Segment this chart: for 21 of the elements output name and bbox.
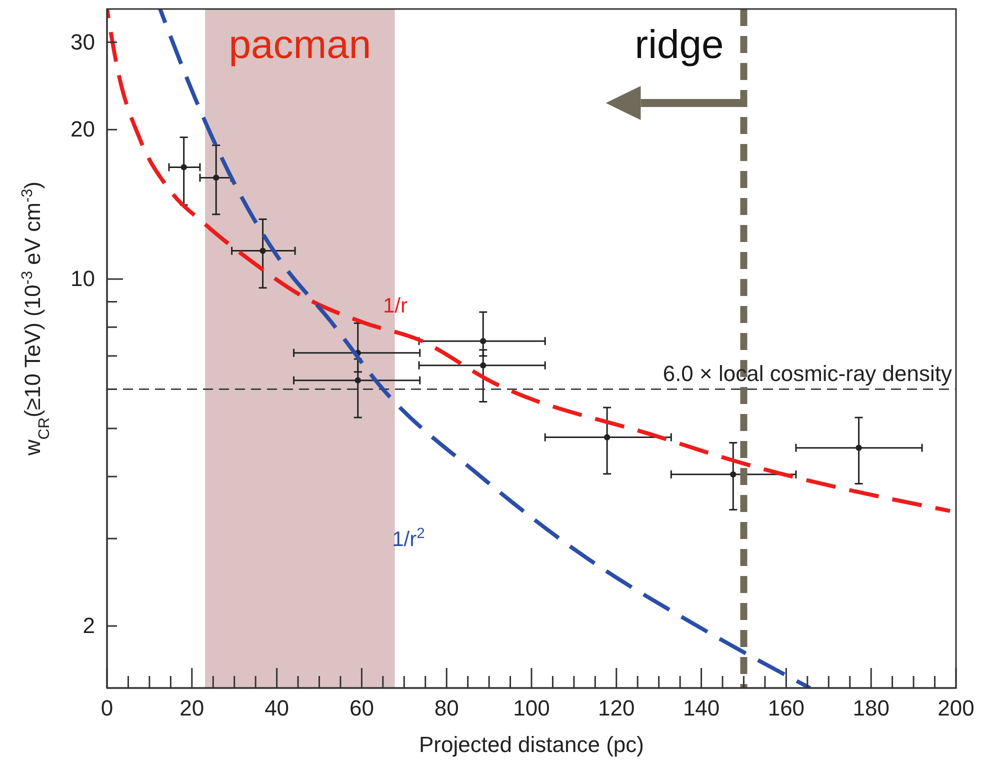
x-tick-label: 0 — [100, 696, 114, 721]
ref-line-label: 6.0 × local cosmic-ray density — [662, 361, 952, 386]
x-tick-label: 120 — [598, 696, 635, 721]
band-label: pacman — [228, 23, 372, 67]
x-tick-label: 40 — [264, 696, 290, 721]
y-tick-label: 2 — [82, 613, 95, 638]
x-tick-label: 160 — [768, 696, 805, 721]
text: 1/r$^{2}$ — [392, 526, 425, 552]
x-tick-label: 140 — [682, 696, 720, 721]
x-tick-label: 180 — [852, 696, 890, 721]
y-tick-label: 20 — [70, 116, 95, 142]
x-tick-label: 80 — [434, 696, 459, 721]
x-tick-label: 100 — [513, 696, 550, 721]
y-tick-label: 30 — [70, 29, 95, 54]
x-axis-title: Projected distance (pc) — [419, 732, 644, 757]
series-label: 1/r — [382, 294, 408, 318]
x-tick-label: 60 — [349, 696, 374, 721]
ref-line-label: ridge — [634, 23, 724, 67]
x-tick-label: 20 — [180, 696, 204, 721]
y-tick-label: 10 — [70, 266, 95, 292]
x-tick-label: 200 — [938, 696, 974, 721]
